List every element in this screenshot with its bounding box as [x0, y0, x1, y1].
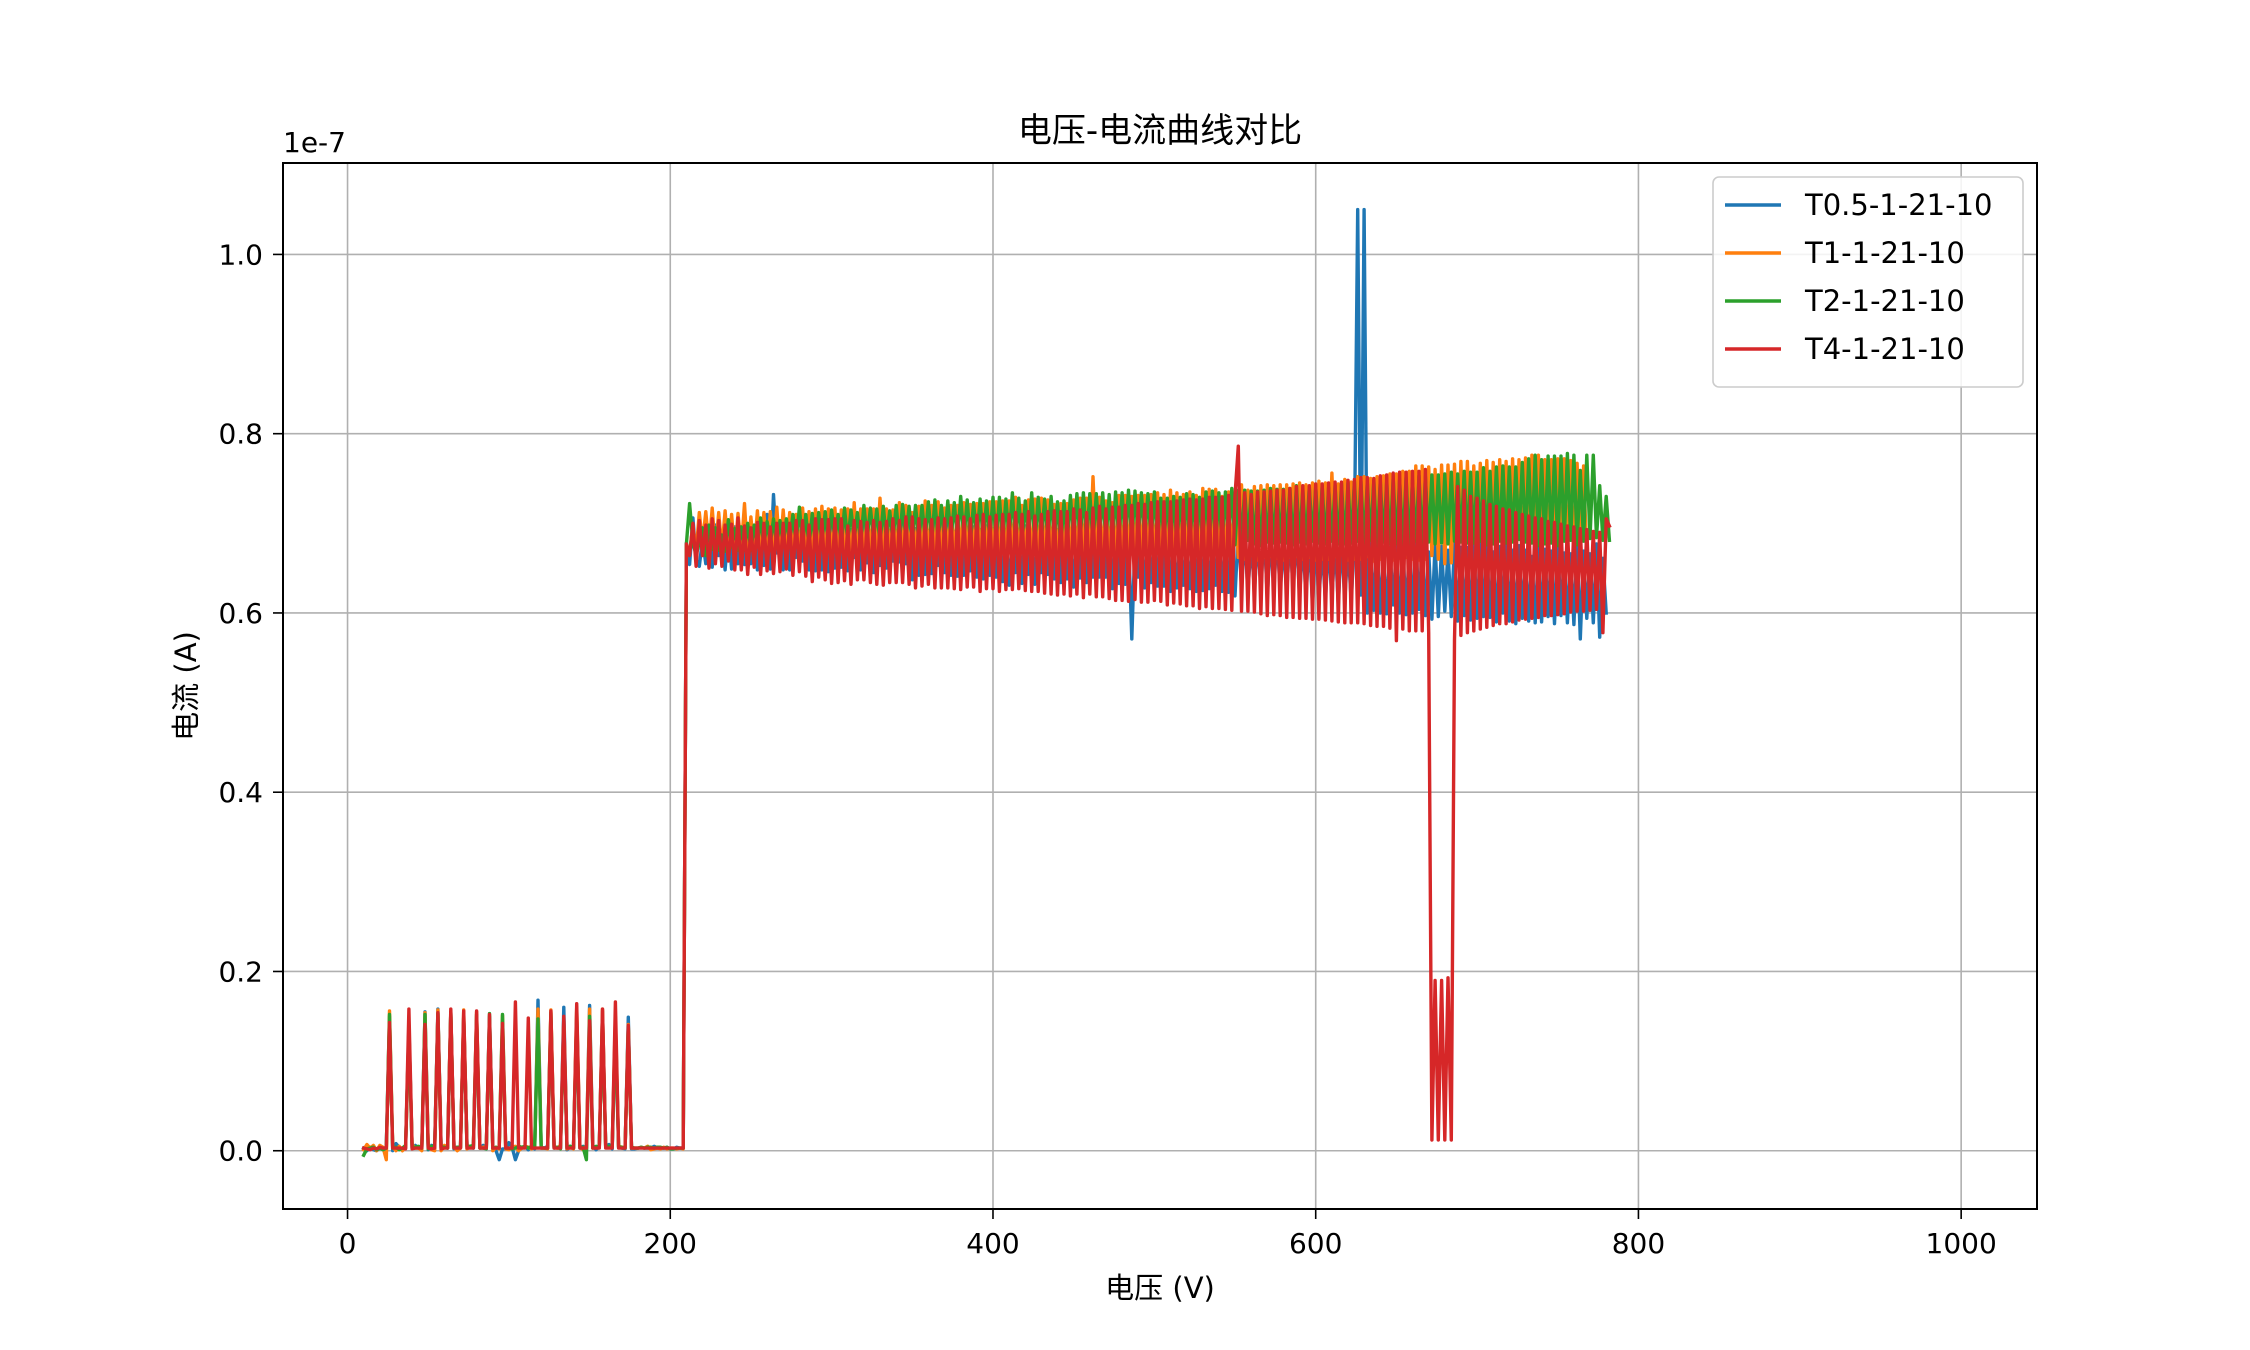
y-tick-label: 1.0 [218, 238, 263, 271]
legend-label: T2-1-21-10 [1804, 284, 1965, 318]
series-line-T4-1-21-10 [361, 444, 1612, 1152]
plot-series-group [361, 207, 1612, 1162]
y-offset-text: 1e-7 [283, 126, 346, 159]
y-tick-label: 0.6 [218, 597, 263, 630]
plot-frame [282, 162, 2038, 1210]
legend: T0.5-1-21-10 T1-1-21-10 T2-1-21-10 T4-1-21-… [1712, 176, 2024, 388]
grid-lines [283, 163, 2037, 1209]
y-tick-label: 0.2 [218, 955, 263, 988]
y-tick-label: 0.4 [218, 776, 263, 809]
x-tick-label: 1000 [1926, 1227, 1997, 1260]
legend-label: T0.5-1-21-10 [1804, 188, 1992, 222]
legend-box [1712, 176, 2024, 388]
legend-label: T1-1-21-10 [1804, 236, 1965, 270]
x-tick-label: 200 [644, 1227, 697, 1260]
x-tick-label: 0 [339, 1227, 357, 1260]
legend-label: T4-1-21-10 [1804, 332, 1965, 366]
y-tick-label: 0.8 [218, 418, 263, 451]
axis-ticks: 0 200 400 600 800 1000 0.0 0.2 0.4 0.6 0.8 1.0 [218, 238, 1996, 1260]
y-axis-label: 电流 (A) [169, 631, 203, 741]
y-tick-label: 0.0 [218, 1135, 263, 1168]
x-axis-label: 电压 (V) [1105, 1271, 1215, 1305]
x-tick-label: 400 [966, 1227, 1019, 1260]
x-tick-label: 800 [1612, 1227, 1665, 1260]
chart-title: 电压-电流曲线对比 [1018, 111, 1302, 151]
x-tick-label: 600 [1289, 1227, 1342, 1260]
